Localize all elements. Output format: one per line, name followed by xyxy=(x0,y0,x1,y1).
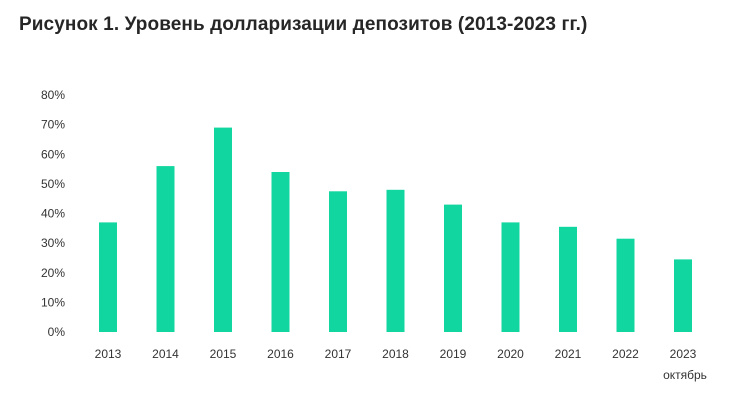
chart-title: Рисунок 1. Уровень долларизации депозито… xyxy=(19,14,588,35)
bar-2018 xyxy=(386,189,405,332)
bar-2022 xyxy=(616,238,635,332)
bar-2015 xyxy=(214,127,232,332)
y-tick-label: 10% xyxy=(41,295,65,309)
bars xyxy=(99,127,692,332)
x-tick-label: 2018 xyxy=(382,347,409,361)
x-tick-label: 2017 xyxy=(325,347,352,361)
bar-2017 xyxy=(329,191,347,332)
y-tick-label: 80% xyxy=(41,88,65,102)
y-axis-ticks: 0% 10% 20% 30% 40% 50% 60% 70% 80% xyxy=(41,88,65,339)
bar-2013 xyxy=(99,222,117,332)
y-tick-label: 30% xyxy=(41,236,65,250)
bar-2014 xyxy=(156,166,175,332)
bar-2023 xyxy=(674,259,692,332)
x-tick-label: 2022 xyxy=(612,347,639,361)
y-tick-label: 20% xyxy=(41,266,65,280)
bar-2016 xyxy=(271,172,290,332)
x-tick-label: 2014 xyxy=(152,347,179,361)
bar-2021 xyxy=(559,226,577,332)
x-tick-label: 2019 xyxy=(440,347,467,361)
x-tick-label: 2021 xyxy=(555,347,582,361)
y-tick-label: 70% xyxy=(41,118,65,132)
y-tick-label: 60% xyxy=(41,147,65,161)
y-tick-label: 50% xyxy=(41,177,65,191)
x-tick-label: 2016 xyxy=(267,347,294,361)
y-tick-label: 40% xyxy=(41,207,65,221)
x-tick-label: 2023 xyxy=(670,347,697,361)
x-tick-label: 2020 xyxy=(497,347,524,361)
y-tick-label: 0% xyxy=(48,325,66,339)
x-axis-ticks: 2013 2014 2015 2016 2017 2018 2019 2020 2021 2022… xyxy=(95,347,707,382)
x-tick-label: 2013 xyxy=(95,347,122,361)
x-tick-label: 2015 xyxy=(210,347,237,361)
bar-2020 xyxy=(501,222,520,332)
bar-2019 xyxy=(444,204,462,332)
x-tick-sublabel: октябрь xyxy=(663,368,707,382)
